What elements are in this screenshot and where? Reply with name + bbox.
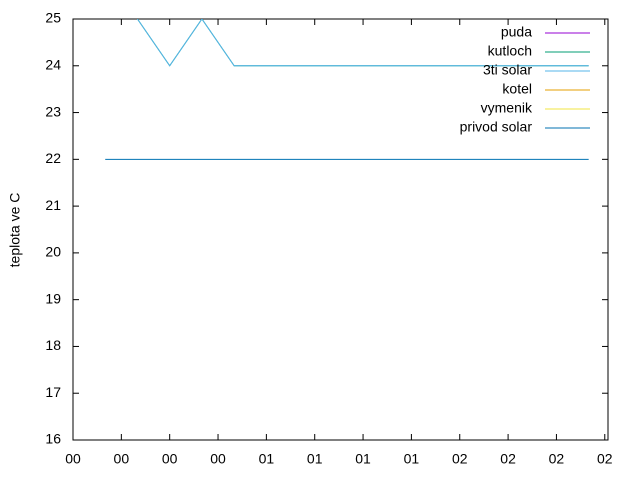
y-tick-label: 25: [45, 10, 61, 26]
legend-label: 3ti solar: [483, 62, 532, 78]
y-tick-label: 24: [45, 56, 61, 72]
y-tick-label: 22: [45, 150, 61, 166]
plot-border: [72, 18, 609, 441]
x-tick-label: 00: [114, 451, 130, 467]
x-tick-label: 01: [307, 451, 323, 467]
y-tick-label: 17: [45, 384, 61, 400]
x-tick-label: 00: [65, 451, 81, 467]
x-tick-label: 01: [355, 451, 371, 467]
plot-area: [105, 19, 589, 160]
legend-label: vymenik: [481, 100, 533, 116]
y-tick-label: 18: [45, 337, 61, 353]
y-tick-label: 16: [45, 431, 61, 447]
x-tick-label: 02: [452, 451, 468, 467]
x-tick-label: 02: [549, 451, 565, 467]
y-axis-label: teplota ve C: [7, 193, 23, 268]
x-tick-label: 02: [500, 451, 516, 467]
x-tick-label: 00: [162, 451, 178, 467]
y-tick-label: 23: [45, 103, 61, 119]
x-tick-label: 01: [259, 451, 275, 467]
series-line: [137, 19, 589, 67]
y-tick-label: 21: [45, 197, 61, 213]
legend-label: kutloch: [488, 43, 532, 59]
legend-label: kotel: [502, 81, 532, 97]
x-tick-label: 00: [210, 451, 226, 467]
y-tick-label: 20: [45, 244, 61, 260]
y-tick-label: 19: [45, 290, 61, 306]
x-tick-label: 01: [404, 451, 420, 467]
x-tick-label: 02: [597, 451, 613, 467]
legend-label: puda: [501, 24, 532, 40]
legend-label: privod solar: [460, 119, 533, 135]
